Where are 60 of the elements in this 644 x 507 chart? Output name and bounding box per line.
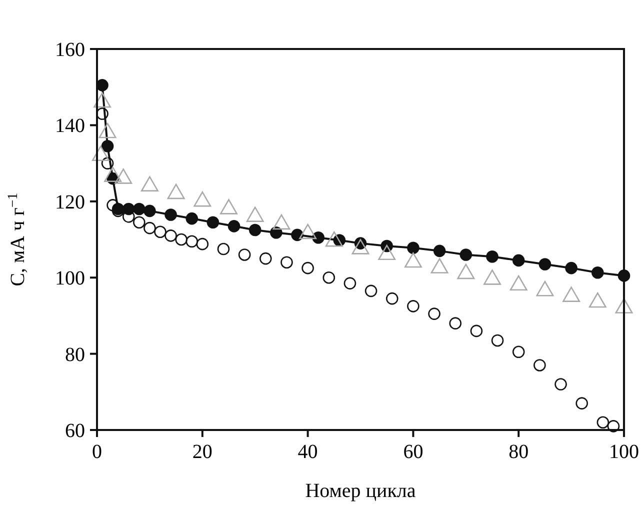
point bbox=[512, 346, 525, 358]
x-tick-label: 100 bbox=[609, 441, 639, 463]
point bbox=[186, 212, 198, 225]
point bbox=[164, 230, 177, 242]
point bbox=[270, 226, 282, 239]
point bbox=[576, 397, 588, 410]
point bbox=[470, 324, 483, 338]
point bbox=[144, 222, 156, 234]
point bbox=[407, 242, 420, 254]
point bbox=[228, 220, 240, 232]
point bbox=[101, 157, 114, 170]
point bbox=[101, 140, 114, 152]
point bbox=[534, 359, 546, 372]
point bbox=[144, 204, 156, 218]
x-tick-label: 40 bbox=[298, 441, 318, 463]
point bbox=[248, 224, 262, 236]
point bbox=[106, 199, 119, 212]
point bbox=[312, 231, 324, 244]
x-tick-label: 80 bbox=[508, 441, 529, 463]
point bbox=[186, 235, 198, 248]
y-tick-label: 100 bbox=[55, 268, 85, 290]
point bbox=[259, 252, 272, 265]
point bbox=[607, 420, 620, 432]
point bbox=[175, 233, 188, 246]
point bbox=[133, 216, 146, 228]
point bbox=[238, 248, 251, 261]
y-tick-label: 120 bbox=[55, 191, 85, 214]
point bbox=[344, 277, 356, 290]
point bbox=[164, 208, 177, 221]
point bbox=[217, 242, 230, 256]
point bbox=[133, 202, 146, 216]
point bbox=[449, 317, 462, 330]
point bbox=[433, 244, 446, 258]
y-tick-label: 80 bbox=[65, 344, 85, 366]
point bbox=[154, 226, 166, 238]
x-tick-label: 20 bbox=[192, 441, 212, 463]
point bbox=[322, 271, 336, 284]
point bbox=[196, 238, 209, 250]
point bbox=[592, 266, 604, 279]
y-tick-label: 160 bbox=[55, 39, 85, 61]
x-tick-label: 0 bbox=[92, 441, 102, 463]
point bbox=[596, 416, 610, 429]
point bbox=[512, 254, 525, 267]
x-axis-title: Номер цикла bbox=[305, 480, 416, 502]
point bbox=[280, 256, 293, 268]
point bbox=[364, 284, 378, 298]
y-tick-label: 60 bbox=[65, 420, 85, 442]
point bbox=[428, 308, 440, 320]
point bbox=[407, 300, 420, 312]
point bbox=[460, 248, 472, 261]
point bbox=[302, 262, 314, 274]
point bbox=[538, 258, 552, 270]
point bbox=[486, 250, 498, 263]
point bbox=[386, 292, 398, 305]
x-tick-label: 60 bbox=[403, 441, 424, 463]
point bbox=[565, 262, 578, 274]
point bbox=[554, 378, 567, 390]
point bbox=[206, 216, 220, 228]
point bbox=[491, 334, 504, 347]
y-tick-label: 140 bbox=[55, 115, 85, 138]
